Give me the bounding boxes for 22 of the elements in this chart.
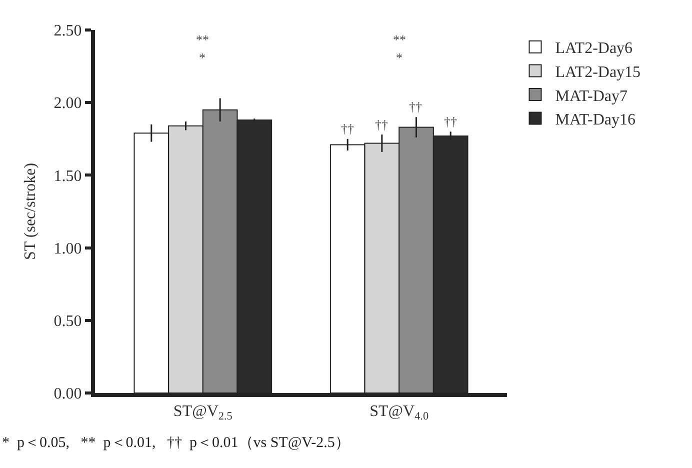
legend-label: MAT-Day16 bbox=[555, 112, 636, 129]
annotation: ** bbox=[393, 32, 406, 47]
data-label: †† bbox=[341, 121, 354, 136]
legend-label: LAT2-Day15 bbox=[555, 64, 641, 81]
y-axis-title: ST (sec/stroke) bbox=[22, 162, 40, 260]
y-tick-label: 0.00 bbox=[54, 386, 82, 403]
annotation: * bbox=[396, 50, 402, 65]
legend-label: MAT-Day7 bbox=[555, 88, 628, 105]
data-label: †† bbox=[444, 114, 458, 129]
y-tick-label: 0.50 bbox=[54, 313, 82, 330]
text: * p＜0.05, ** p＜0.01, †† p＜0.01（vs ST@V-2.5） bbox=[2, 435, 350, 451]
y-tick-label: 1.50 bbox=[54, 168, 82, 185]
legend-label: LAT2-Day6 bbox=[555, 40, 633, 58]
data-label: †† bbox=[375, 117, 388, 132]
y-tick-label: 2.50 bbox=[54, 22, 82, 40]
x-tick-label: ST@V$_{2.5}$ bbox=[173, 403, 233, 423]
x-tick-label: ST@V$_{4.0}$ bbox=[370, 403, 429, 423]
annotation: * bbox=[199, 50, 206, 65]
data-label: †† bbox=[409, 99, 422, 114]
y-tick-label: 2.00 bbox=[54, 95, 82, 112]
y-tick-label: 1.00 bbox=[54, 240, 82, 258]
annotation: ** bbox=[196, 32, 209, 47]
